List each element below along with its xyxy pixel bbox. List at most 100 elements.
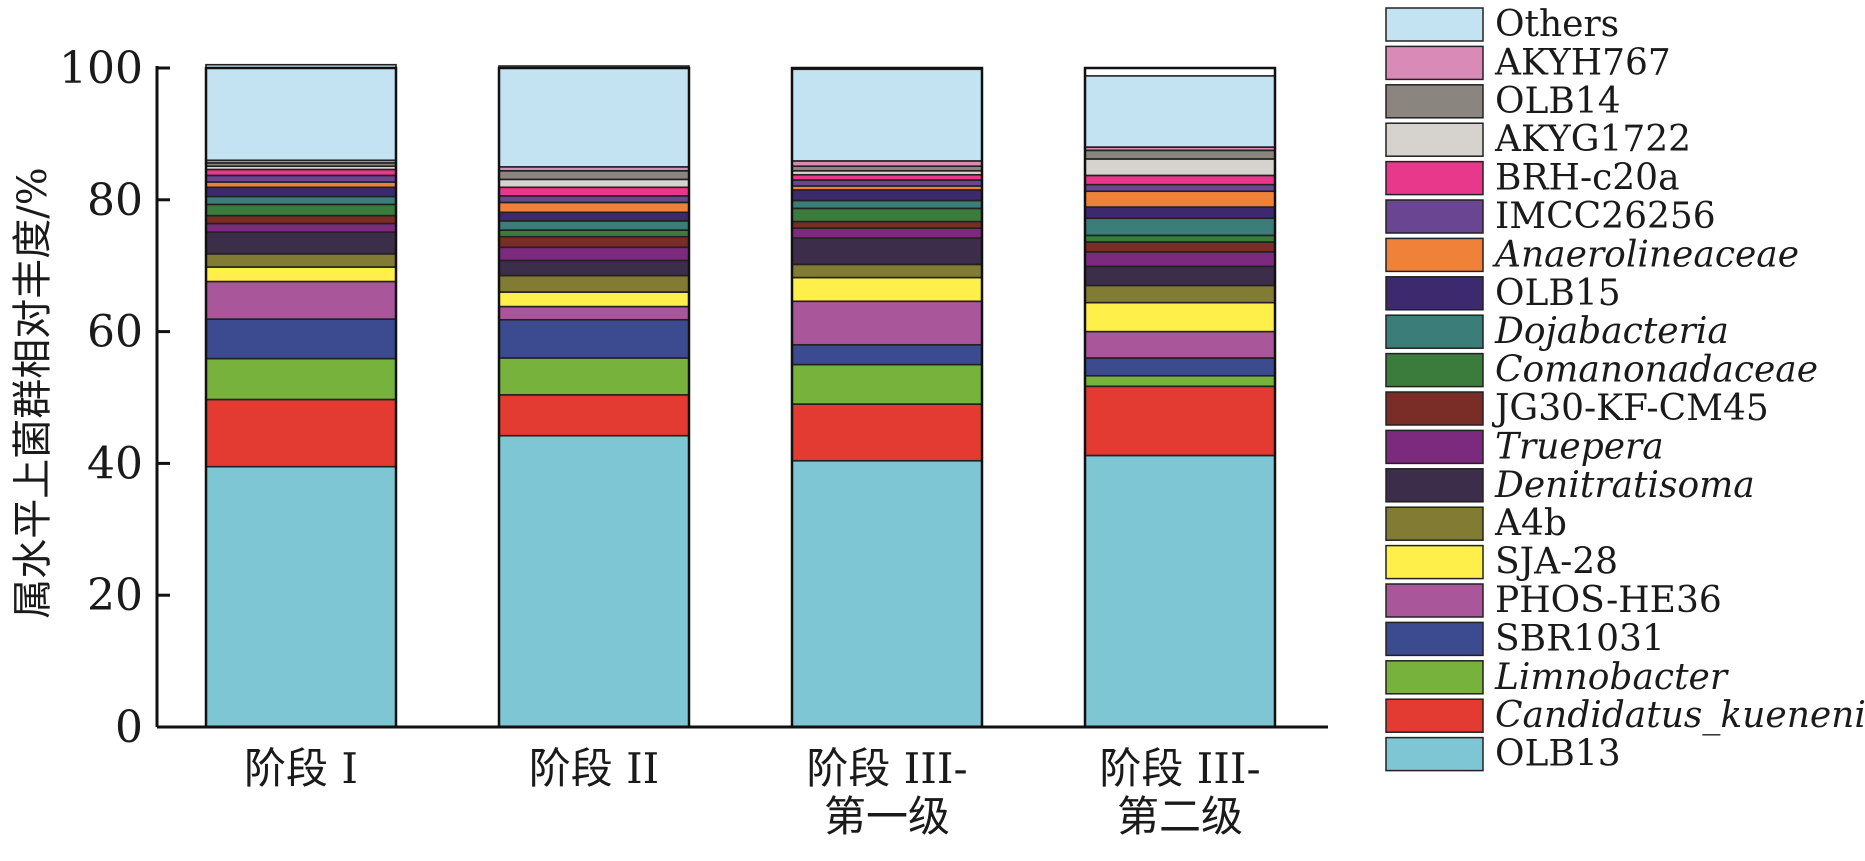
legend-swatch-olb15 [1385,276,1484,311]
bar-segment-limnobacter-2 [498,357,690,396]
bar-segment-anaerolineaceae-2 [498,201,690,214]
legend-label-sbr1031: SBR1031 [1495,618,1665,659]
y-axis-label: 属水平上菌群相对丰度/% [10,167,56,618]
legend-swatch-limnobacter [1385,660,1484,695]
bar-segment-others-2 [498,65,690,168]
bar-segment-denitratisoma-1 [205,231,397,255]
bar-segment-imcc26256-1 [205,174,397,183]
legend-swatch-akyg1722 [1385,122,1484,157]
y-tick-label: 20 [87,570,143,621]
bar-segment-sbr1031-4 [1084,357,1276,377]
legend-label-sja-28: SJA-28 [1495,542,1618,583]
legend-swatch-olb13 [1385,736,1484,772]
legend: OthersAKYH767OLB14AKYG1722BRH-c20aIMCC26… [1385,4,1865,775]
y-tick-label: 60 [87,307,143,358]
legend-swatch-denitratisoma [1385,468,1484,503]
legend-label-brh-c20a: BRH-c20a [1495,158,1680,199]
bar-segment-dojabacteria-3 [791,199,983,210]
bar-segment-candidatus-kuenenia-2 [498,394,690,437]
bar-segment-comanonadaceae-2 [498,229,690,238]
bar-segment-olb15-2 [498,211,690,222]
bar-segment-others-3 [791,68,983,162]
bar-segment-jg30-kf-cm45-3 [791,220,983,229]
bar-segment-olb15-4 [1084,206,1276,220]
legend-swatch-brh-c20a [1385,160,1484,196]
bars-layer [204,63,1277,729]
legend-label-phos-he36: PHOS-HE36 [1495,580,1722,621]
legend-label-olb14: OLB14 [1495,81,1621,122]
legend-swatch-sbr1031 [1385,621,1484,657]
bar-segment-brh-c20a-2 [498,186,690,197]
bar-segment-a4b-4 [1084,284,1276,304]
bar-segment-jg30-kf-cm45-4 [1084,241,1276,253]
bar-segment-others-4 [1084,75,1276,148]
bar-segment-dojabacteria-4 [1084,217,1276,237]
legend-label-a4b: A4b [1494,503,1567,544]
legend-label-olb15: OLB15 [1495,273,1621,314]
bar-segment-sja-28-1 [205,266,397,283]
bar-segment-brh-c20a-1 [205,168,397,177]
bar-segment-comanonadaceae-4 [1084,234,1276,243]
bar-segment-imcc26256-4 [1084,183,1276,193]
legend-swatch-comanonadaceae [1385,352,1484,388]
legend-swatch-akyh767 [1385,45,1484,81]
bar-segment-truepera-4 [1084,251,1276,268]
bar-segment-imcc26256-2 [498,195,690,204]
x-tick-label: 阶段 I [244,744,358,793]
bar-segment-olb15-1 [205,186,397,198]
legend-label-akyg1722: AKYG1722 [1494,119,1691,160]
bar-segment-denitratisoma-2 [498,259,690,277]
legend-swatch-imcc26256 [1385,199,1484,234]
bar-segment-denitratisoma-3 [791,237,983,266]
bar-segment-limnobacter-1 [205,357,397,401]
y-tick-label: 0 [115,702,143,753]
legend-swatch-sja-28 [1385,544,1484,580]
bar-segment-a4b-3 [791,263,983,279]
x-tick-label: 第一级 [824,792,950,841]
x-tick-label: 阶段 II [529,744,660,793]
bar-segment-phos-he36-4 [1084,330,1276,359]
legend-label-candidatus-kuenenia: Candidatus_kuenenia [1495,695,1865,736]
legend-label-jg30-kf-cm45: JG30-KF-CM45 [1491,388,1769,429]
bar-segment-imcc26256-3 [791,179,983,187]
bar-segment-a4b-2 [498,274,690,293]
bar-segment-olb13-1 [205,465,397,728]
bar-segment-olb13-3 [791,459,983,728]
legend-swatch-others [1385,7,1484,42]
legend-swatch-candidatus-kuenenia [1385,698,1484,733]
x-tick-label: 阶段 III- [1099,744,1260,793]
bar-segment-comanonadaceae-3 [791,207,983,223]
y-tick-label: 40 [87,438,143,489]
legend-swatch-jg30-kf-cm45 [1385,391,1484,426]
bar-segment-olb13-4 [1084,454,1276,728]
bar-segment-comanonadaceae-1 [205,203,397,217]
legend-label-limnobacter: Limnobacter [1494,657,1729,698]
bar-segment-sbr1031-3 [791,343,983,366]
bar-segment-olb14-4 [1084,149,1276,160]
bar-segment-others-1 [205,63,397,162]
bar-segment-candidatus-kuenenia-3 [791,403,983,462]
y-tick-label: 100 [59,43,143,94]
bar-segment-sja-28-4 [1084,301,1276,333]
legend-label-dojabacteria: Dojabacteria [1494,311,1729,352]
bar-segment-truepera-2 [498,246,690,262]
bar-segment-dojabacteria-2 [498,220,690,231]
bar-segment-sbr1031-2 [498,318,690,359]
legend-swatch-anaerolineaceae [1385,237,1484,273]
bar-segment-limnobacter-4 [1084,374,1276,388]
bar-segment-sja-28-3 [791,276,983,303]
bar-segment-truepera-1 [205,222,397,233]
bar-segment-candidatus-kuenenia-1 [205,398,397,468]
bar-segment-brh-c20a-4 [1084,174,1276,186]
legend-label-anaerolineaceae: Anaerolineaceae [1492,234,1799,275]
bar-segment-sja-28-2 [498,291,690,308]
legend-swatch-dojabacteria [1385,314,1484,349]
legend-swatch-a4b [1385,506,1484,541]
x-tick-label: 阶段 III- [806,744,967,793]
bar-segment-anaerolineaceae-4 [1084,190,1276,208]
bar-segment-akyg1722-4 [1084,158,1276,177]
bar-segment-limnobacter-3 [791,363,983,405]
bar-segment-a4b-1 [205,253,397,268]
bar-segment-jg30-kf-cm45-1 [205,214,397,225]
